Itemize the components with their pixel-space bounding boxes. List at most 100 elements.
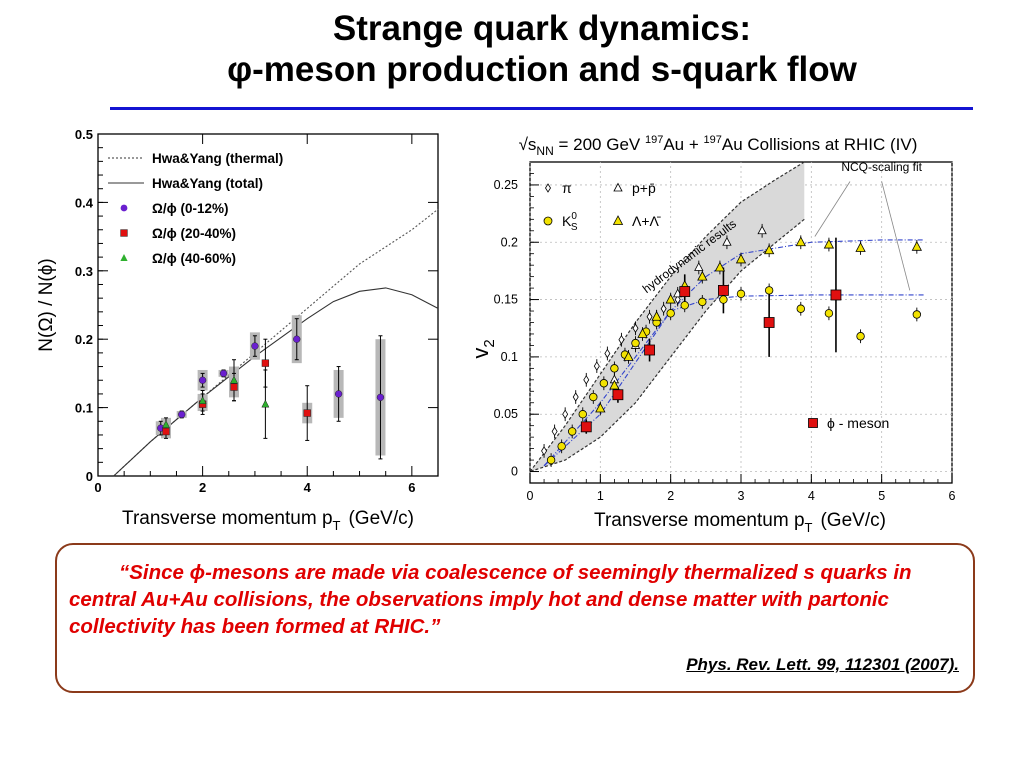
citation-link[interactable]: Phys. Rev. Lett. 99, 112301 (2007). <box>686 655 959 674</box>
pion-point <box>572 392 579 402</box>
y-tick-label: 0.5 <box>75 127 93 142</box>
lambda-point <box>665 293 676 304</box>
chart-right-xlabel-sub: T <box>805 520 813 535</box>
data-point-triangle <box>161 420 171 428</box>
proton-point <box>722 236 732 246</box>
pion-point <box>583 375 590 385</box>
chart-right-xlabel-unit: (GeV/c) <box>820 510 885 531</box>
x-tick-label: 6 <box>408 480 415 495</box>
x-tick-label: 0 <box>527 489 534 503</box>
data-point-triangle <box>229 375 239 384</box>
legend-label: ϕ - meson <box>827 415 889 431</box>
legend-label: p+p̄ <box>632 180 656 196</box>
kaon-point <box>578 410 587 419</box>
kaon-point <box>736 289 746 299</box>
chart-right-title-mid: Au + <box>663 135 703 154</box>
legend-label: K0 S <box>562 211 578 233</box>
data-point-circle <box>198 376 207 384</box>
data-point-circle <box>334 390 343 398</box>
x-tick-label: 5 <box>878 489 885 503</box>
kaon-point <box>764 286 774 295</box>
ncq-fit-pointer <box>814 181 851 237</box>
hydro-band-upper <box>529 161 805 472</box>
lambda-point <box>911 240 922 251</box>
phi-meson-point <box>718 284 729 296</box>
kaon-point <box>546 455 556 465</box>
data-point-square <box>303 409 311 417</box>
data-point-square <box>261 359 270 367</box>
legend-label: Ω/ϕ (40-60%) <box>152 251 236 266</box>
ncq-fit-pointer <box>881 181 911 291</box>
y-tick-label: 0 <box>511 465 518 479</box>
kaon-point <box>666 309 675 318</box>
x-tick-label: 1 <box>597 489 604 503</box>
lambda-point <box>697 270 708 281</box>
lambda-point <box>623 351 634 361</box>
pion-point <box>674 294 681 305</box>
legend-label-main: π <box>562 180 572 196</box>
x-tick-label: 4 <box>808 489 815 503</box>
phi-meson-point <box>612 389 624 401</box>
pion-point <box>632 323 639 333</box>
data-point-circle <box>219 369 228 378</box>
legend-marker-pion <box>545 183 551 193</box>
y-tick-label: 0.1 <box>75 401 93 416</box>
kaon-point <box>719 295 728 304</box>
phi-meson-point <box>830 289 842 301</box>
x-tick-label: 6 <box>949 489 956 503</box>
elliptic-flow-chart: √sNN = 200 GeV 197Au + 197Au Collisions … <box>468 134 956 535</box>
data-point-circle <box>293 335 301 343</box>
legend-label-main: ϕ - meson <box>827 415 889 431</box>
legend-label: Hwa&Yang (thermal) <box>152 151 283 166</box>
slide-title-line2: φ-meson production and s-quark flow <box>227 50 857 89</box>
lambda-point <box>855 242 866 252</box>
data-point-circle <box>251 342 259 350</box>
x-tick-label: 0 <box>94 480 101 495</box>
chart-left-xlabel: Transverse momentum pT (GeV/c) <box>122 508 414 533</box>
kaon-point <box>796 304 805 313</box>
data-point-triangle <box>198 396 207 405</box>
phi-meson-point <box>644 344 655 356</box>
slide-title: Strange quark dynamics: φ-meson producti… <box>110 8 974 90</box>
title-underline <box>110 107 973 110</box>
pion-point <box>551 426 558 437</box>
data-point-circle <box>376 393 385 401</box>
chart-right-title-rest: = 200 GeV <box>554 135 645 154</box>
legend-marker-phi <box>808 418 818 428</box>
lambda-point <box>714 261 726 272</box>
omega-phi-ratio-chart: 0 2 4 600.10.20.30.40.5 Hwa&Yang (thermal)H… <box>36 127 439 533</box>
chart-right-title-sup1: 197 <box>645 134 663 146</box>
y-tick-label: 0.2 <box>75 332 93 347</box>
chart-left-frame <box>97 133 439 477</box>
ncq-fit-curve <box>543 239 924 467</box>
y-tick-label: 0 <box>86 469 93 484</box>
lambda-point <box>595 402 606 413</box>
y-tick-label: 0.4 <box>75 195 94 210</box>
pion-point <box>660 303 667 314</box>
legend-label: Ω/ϕ (0-12%) <box>152 201 228 216</box>
kaon-point <box>698 297 707 307</box>
y-tick-label: 0.2 <box>501 235 518 249</box>
kaon-point <box>912 310 922 319</box>
legend-label-main: Λ+Λ̄ <box>632 213 661 229</box>
y-tick-label: 0.1 <box>501 350 518 364</box>
pion-point <box>604 348 611 359</box>
y-tick-label: 0.15 <box>494 293 518 307</box>
chart-left-xlabel-unit: (GeV/c) <box>348 508 413 529</box>
x-tick-label: 3 <box>738 489 745 503</box>
phi-meson-point <box>763 317 775 328</box>
phi-meson-point <box>580 421 592 433</box>
kaon-point <box>589 392 598 402</box>
hydro-band-lower <box>529 218 805 473</box>
chart-right-xlabel: Transverse momentum pT (GeV/c) <box>594 510 886 535</box>
lambda-point <box>651 310 662 321</box>
kaon-point <box>610 364 619 373</box>
chart-right-ylabel-sub: 2 <box>481 339 498 347</box>
chart-left-ylabel: N(Ω) / N(ϕ) <box>36 258 57 351</box>
phi-meson-point <box>679 286 691 297</box>
lambda-point <box>609 379 620 390</box>
kaon-point <box>567 427 577 436</box>
quote-text: “Since ϕ-mesons are made via coalescence… <box>69 561 912 638</box>
proton-point <box>757 225 767 235</box>
chart-right-ylabel-main: v <box>468 348 493 359</box>
